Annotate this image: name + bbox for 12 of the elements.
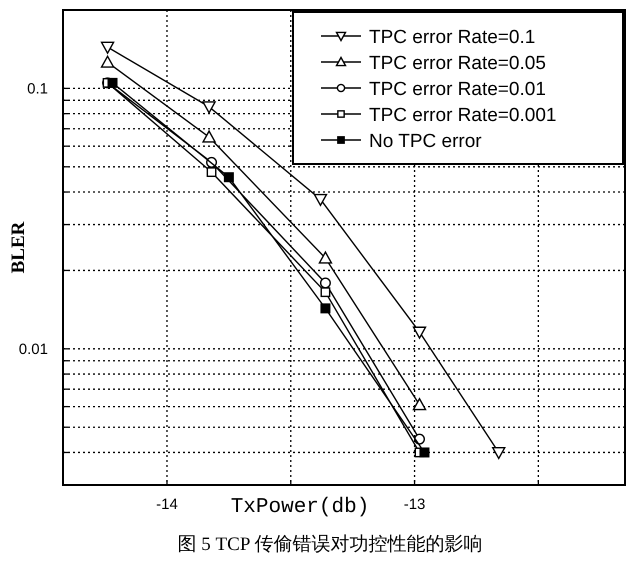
- legend-label: TPC error Rate=0.1: [369, 27, 536, 48]
- x-tick-label: -13: [404, 496, 426, 513]
- caption: 图 5 TCP 传偷错误对功控性能的影响: [178, 534, 482, 555]
- y-tick-label: 0.01: [18, 340, 48, 358]
- legend-label: No TPC error: [369, 131, 482, 152]
- legend-label: TPC error Rate=0.05: [369, 53, 546, 74]
- x-axis-title: TxPower(db): [230, 496, 370, 519]
- y-tick-label: 0.1: [27, 80, 48, 98]
- y-axis-title: BLER: [8, 221, 29, 274]
- legend-label: TPC error Rate=0.001: [369, 105, 556, 126]
- x-tick-label: -14: [156, 496, 178, 513]
- legend-label: TPC error Rate=0.01: [369, 79, 546, 100]
